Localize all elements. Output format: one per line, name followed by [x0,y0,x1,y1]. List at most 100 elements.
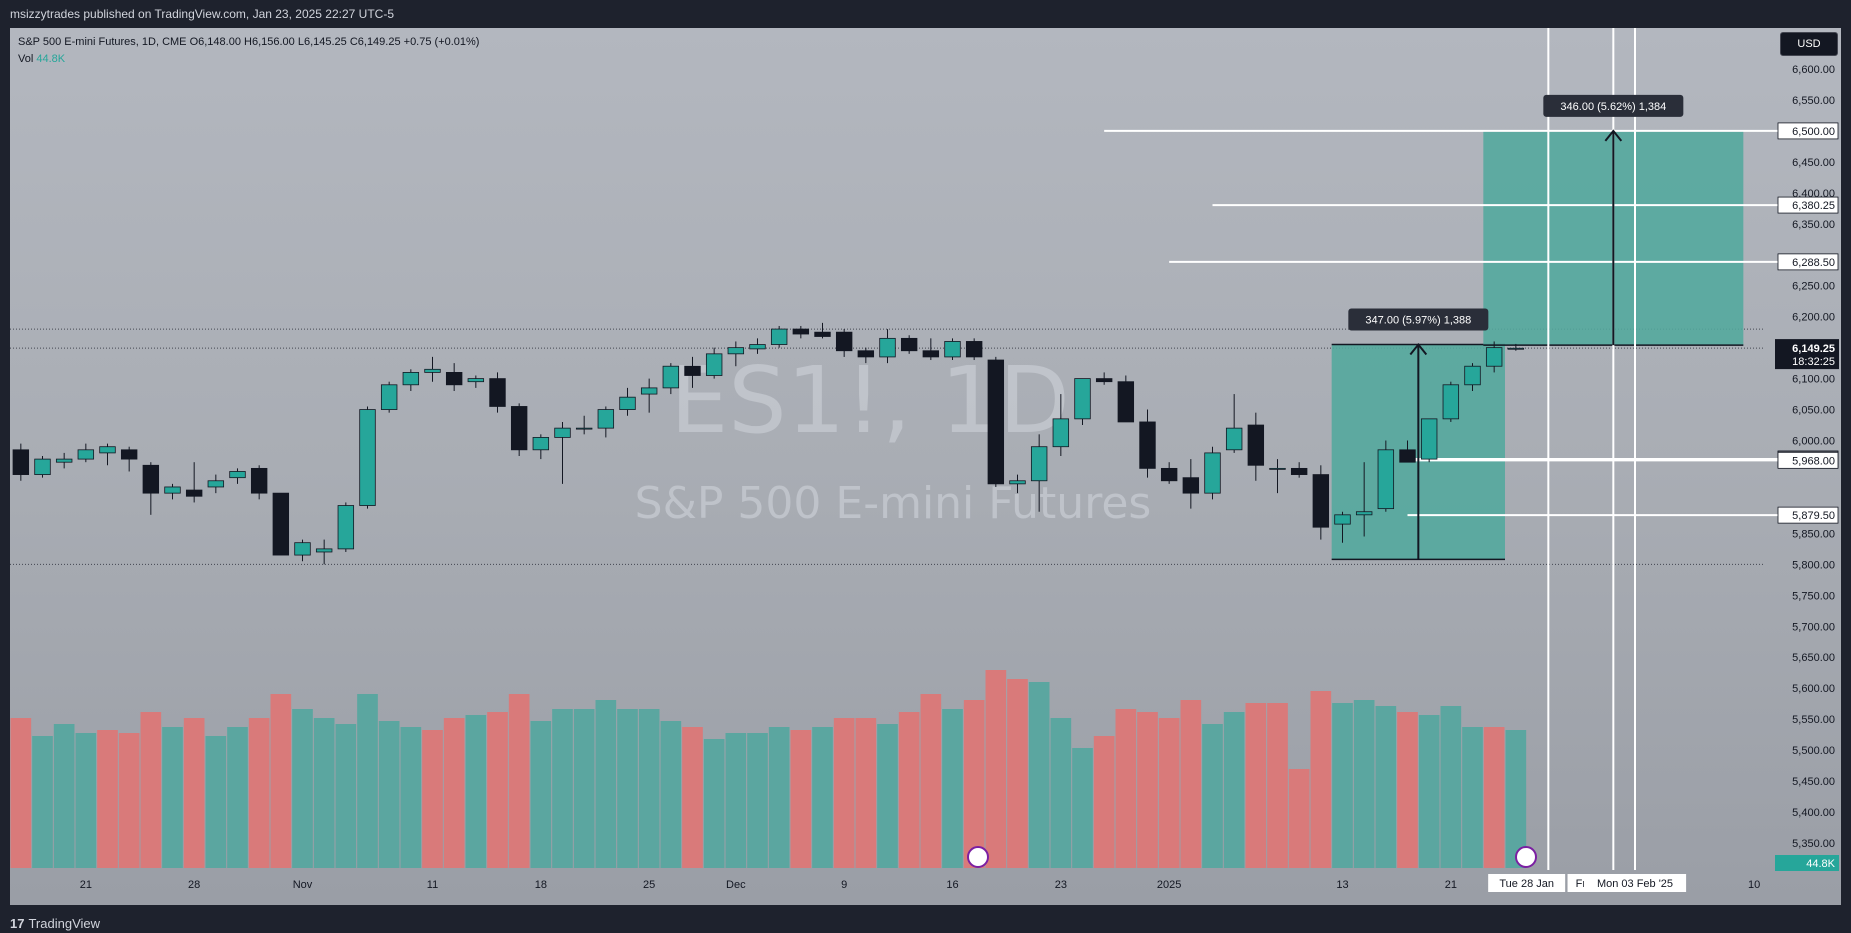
candle-body[interactable] [987,359,1005,485]
candle-body[interactable] [142,464,160,494]
candle-body[interactable] [857,350,875,358]
volume-bar [1223,712,1245,868]
candle-body[interactable] [402,372,420,386]
publisher-bar: msizzytrades published on TradingView.co… [0,0,1851,28]
volume-bar [443,718,465,868]
volume-bar [1158,718,1180,868]
candle-body[interactable] [1269,467,1286,470]
level-badge-label: 6,380.25 [1792,200,1835,212]
candle-body[interactable] [1485,347,1503,367]
candle-body[interactable] [1117,381,1135,423]
candle-body[interactable] [965,341,983,358]
volume-bar [855,718,877,868]
measure-label-bg [1543,94,1684,117]
candle-body[interactable] [1442,384,1460,420]
candle-body[interactable] [1290,467,1308,475]
candle-body[interactable] [1030,446,1048,482]
candle-body[interactable] [1139,421,1156,469]
candle-body[interactable] [1052,418,1070,448]
candle-body[interactable] [619,396,636,410]
candle-body[interactable] [770,328,788,345]
candle-body[interactable] [359,409,376,506]
level-badge-label: 5,968.00 [1792,455,1835,467]
candle-body[interactable] [554,427,571,438]
measure-label-bg [1348,308,1489,331]
candle-body[interactable] [445,372,463,386]
candle-body[interactable] [1095,378,1113,383]
event-lightning-icon[interactable] [1515,846,1537,868]
volume-bar [790,730,812,868]
event-fast-forward-icon[interactable] [967,846,989,868]
candle-body[interactable] [944,341,961,358]
candle-body[interactable] [77,449,95,460]
candle-body[interactable] [164,486,181,494]
candle-body[interactable] [705,353,723,376]
candle-body[interactable] [575,427,593,430]
price-chart[interactable]: ES1!, 1D S&P 500 E-mini Futures 347.00 (5… [0,0,1851,913]
candle-body[interactable] [120,449,138,460]
candle-body[interactable] [727,347,745,355]
candle-body[interactable] [1420,418,1438,460]
y-tick-label: 5,450.00 [1792,776,1835,788]
candle-body[interactable] [34,458,51,475]
candle-body[interactable] [1334,514,1351,525]
candle-body[interactable] [1464,365,1481,386]
candle-body[interactable] [229,471,246,479]
candle-body[interactable] [294,542,311,556]
candle-body[interactable] [662,365,680,389]
candle-body[interactable] [1312,474,1330,528]
candle-body[interactable] [185,489,203,497]
candle-body[interactable] [250,467,268,494]
candle-body[interactable] [207,480,225,488]
y-tick-label: 5,500.00 [1792,745,1835,757]
candle-body[interactable] [424,368,441,373]
candle-body[interactable] [1074,378,1091,420]
x-tick-label: 25 [643,879,655,891]
candle-body[interactable] [1204,452,1221,494]
candle-body[interactable] [380,384,398,410]
candle-body[interactable] [749,344,766,350]
volume-bar [530,721,552,868]
candle-body[interactable] [1377,449,1395,510]
current-price-badge [1775,339,1839,370]
candle-body[interactable] [1399,449,1416,463]
volume-bar [335,724,357,868]
candle-body[interactable] [55,458,73,463]
candle-body[interactable] [1160,467,1178,482]
candle-body[interactable] [1182,477,1200,494]
candle-body[interactable] [1009,480,1026,485]
candle-body[interactable] [814,331,831,337]
volume-bar [400,727,422,868]
candle-body[interactable] [467,378,485,383]
candle-body[interactable] [879,337,896,358]
level-badge-bg [1777,451,1839,469]
candle-body[interactable] [272,492,290,556]
current-price-label: 6,149.25 [1792,343,1835,355]
candle-body[interactable] [1225,427,1243,451]
brand-text: TradingView [28,915,101,931]
candle-body[interactable] [792,328,810,335]
candle-body[interactable] [12,449,30,475]
candle-body[interactable] [532,437,550,451]
y-tick-label: 5,800.00 [1792,559,1835,571]
candle-body[interactable] [489,378,506,407]
candle-body[interactable] [640,387,658,395]
candle-body[interactable] [684,365,701,376]
candle-body[interactable] [99,446,116,454]
candle-body[interactable] [1507,347,1525,350]
candle-body[interactable] [510,406,528,451]
candle-body[interactable] [315,548,333,553]
candle-body[interactable] [835,331,853,352]
candle-body[interactable] [1247,424,1265,466]
candle-body[interactable] [337,505,355,550]
volume-bar [1072,748,1093,868]
volume-bar [357,694,378,868]
level-badge-bg [1777,253,1839,271]
candle-body[interactable] [900,337,918,352]
candle-body[interactable] [1355,511,1373,516]
volume-bar [747,733,768,868]
candle-body[interactable] [922,350,940,358]
currency-button[interactable]: USD [1780,32,1838,56]
candle-body[interactable] [597,409,615,429]
measure-label: 346.00 (5.62%) 1,384 [1560,101,1666,113]
